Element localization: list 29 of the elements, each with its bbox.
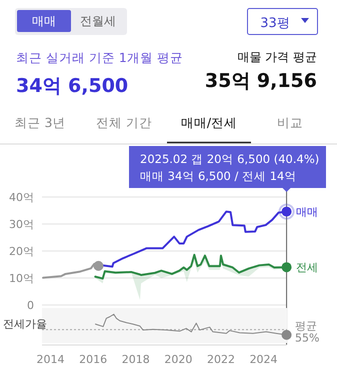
x-tick-label: 2018 (122, 353, 150, 366)
text: 비교 (277, 115, 303, 130)
y-tick-label: 40억 (9, 191, 34, 204)
series-label: 전세 (296, 261, 318, 274)
text: 매매 (32, 14, 56, 28)
point (282, 262, 292, 272)
x-tick-label: 2020 (164, 353, 192, 366)
ref-line-label: 평균 55% (295, 320, 320, 345)
text: 35억 9,156 (204, 70, 317, 92)
x-tick-label: 2022 (206, 353, 235, 366)
text: 전체 기간 (96, 115, 152, 130)
text: 최근 3년 (14, 115, 66, 130)
text: 34억 6,500 (16, 75, 128, 97)
text: 매물 가격 평균 (237, 50, 317, 64)
y-tick-label: 10억 (9, 272, 34, 285)
annotation: 2025.02 갭 20억 6,500 (40.4%) 매매 34억 6,500 / 전세 14억 (140, 152, 320, 183)
text: 매매/전세 (180, 115, 238, 130)
y-axis-title: 전세가율 (3, 318, 47, 330)
point (93, 260, 104, 271)
y-tick-label: 20억 (9, 245, 34, 258)
series-label: 매매 (296, 206, 318, 219)
x-tick-label: 2014 (36, 353, 65, 366)
x-tick-label: 2016 (79, 353, 108, 366)
x-tick-label: 2024 (250, 353, 278, 366)
text: 최근 실거래 기준 1개월 평균 (16, 50, 183, 65)
text: 전월세 (80, 14, 116, 28)
text: 33평 (260, 16, 290, 31)
y-tick-label: 30억 (9, 218, 34, 231)
y-tick-label: 0 (27, 299, 34, 312)
